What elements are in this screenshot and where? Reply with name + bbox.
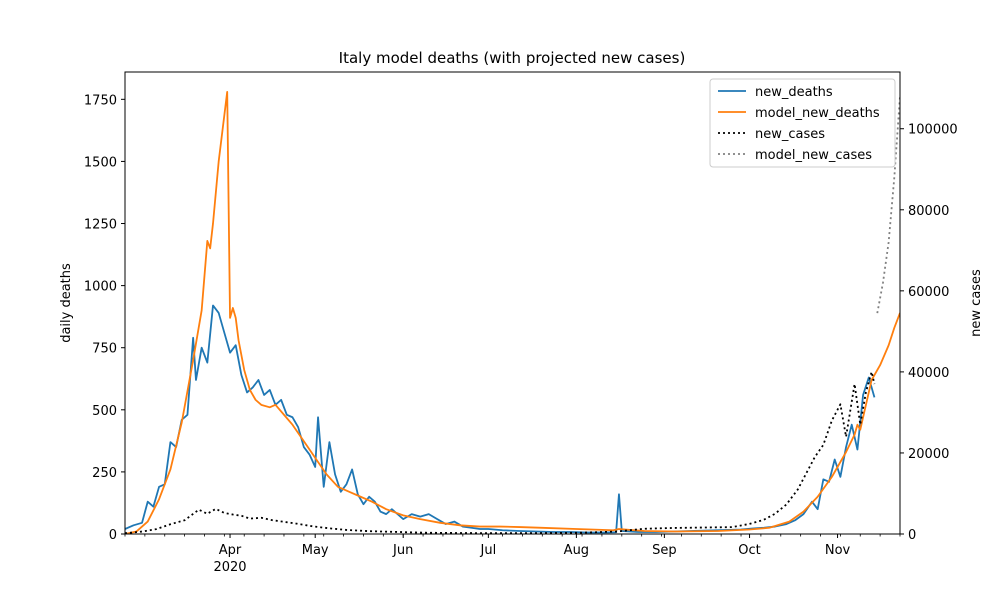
axes-layer: 0 250 500 750 1000 1250 1500 1750 0 20000 40000 600… — [84, 71, 958, 575]
x-tick-label: May — [302, 543, 329, 558]
y-right-tick-label: 60000 — [908, 285, 949, 300]
y-right-tick-label: 40000 — [908, 366, 949, 381]
x-tick-label: Nov — [825, 543, 851, 558]
series-layer — [125, 90, 900, 534]
y-right-tick-label: 20000 — [908, 447, 949, 462]
legend-label-model-new-deaths: model_new_deaths — [755, 106, 880, 121]
y-right-tick-label: 0 — [908, 528, 916, 543]
y-left-tick-label: 1750 — [84, 93, 117, 108]
legend-box — [709, 78, 896, 168]
y-right-tick-label: 100000 — [908, 123, 958, 138]
x-tick-label: Oct — [738, 543, 760, 558]
x-tick-label: Jun — [392, 543, 413, 558]
chart-title: Italy model deaths (with projected new c… — [339, 49, 686, 67]
y-left-tick-label: 1250 — [84, 218, 117, 233]
y-right-tick-label: 80000 — [908, 204, 949, 219]
x-year-label: 2020 — [213, 560, 246, 575]
y-axis-right-label: new cases — [969, 269, 984, 337]
legend-label-new-deaths: new_deaths — [755, 85, 833, 100]
plot-frame — [124, 71, 901, 535]
x-tick-label: Jul — [480, 543, 497, 558]
x-tick-label: Aug — [564, 543, 589, 558]
y-axis-left-label: daily deaths — [59, 263, 74, 343]
y-left-tick-label: 1000 — [84, 280, 117, 295]
y-left-tick-label: 750 — [92, 342, 117, 357]
y-left-tick-label: 0 — [109, 528, 117, 543]
x-tick-label: Apr — [219, 543, 242, 558]
series-line-new-cases — [125, 370, 876, 534]
y-left-tick-label: 1500 — [84, 155, 117, 170]
y-left-tick-label: 500 — [92, 404, 117, 419]
legend-label-new-cases: new_cases — [755, 127, 825, 142]
y-left-tick-label: 250 — [92, 466, 117, 481]
series-line-model-new-deaths — [125, 90, 900, 534]
x-tick-label: Sep — [652, 543, 677, 558]
legend: new_deaths model_new_deaths new_casesmodel… — [709, 78, 896, 168]
legend-label-model-new-cases: model_new_cases — [755, 148, 872, 163]
series-line-model-new-cases — [876, 96, 900, 314]
